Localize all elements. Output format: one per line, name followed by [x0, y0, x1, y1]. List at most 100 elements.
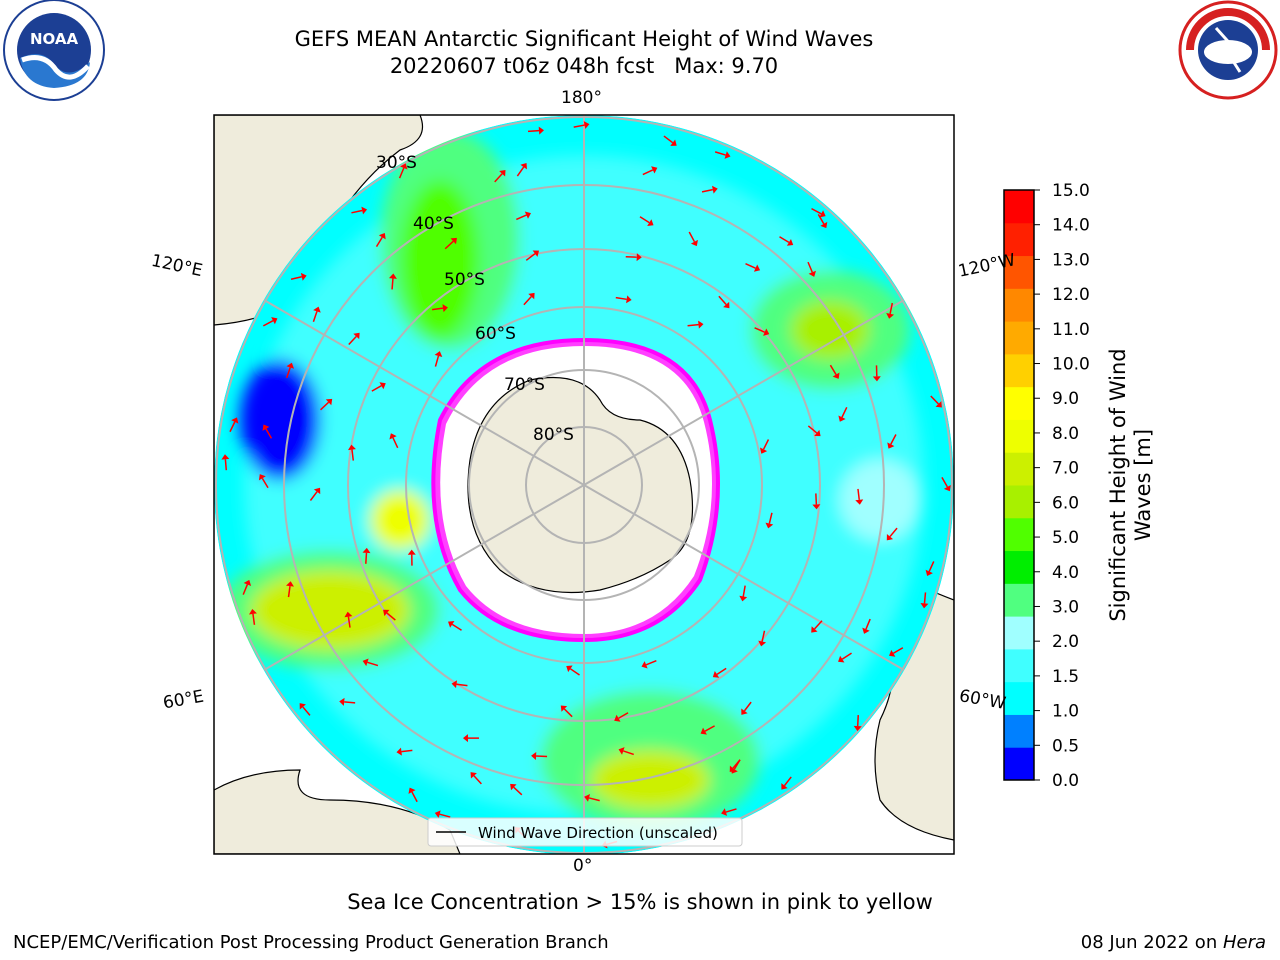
wave-arrow — [365, 552, 368, 564]
wave-arrow — [623, 750, 634, 756]
wave-arrow — [432, 307, 444, 311]
wave-arrow — [252, 613, 256, 625]
wave-arrow — [265, 428, 273, 439]
wave-arrow-head — [626, 295, 632, 304]
wave-arrow-head — [524, 211, 531, 219]
wave-arrow — [287, 586, 291, 598]
wave-arrow — [841, 652, 852, 660]
colorbar-segment — [1004, 550, 1034, 584]
wave-arrow — [754, 327, 765, 333]
wave-arrow — [588, 797, 600, 802]
legend-label: Wind Wave Direction (unscaled) — [478, 824, 718, 842]
wave-arrow — [639, 216, 650, 224]
wave-arrow-head — [763, 328, 770, 336]
colorbar-tick-label: 4.0 — [1052, 563, 1079, 583]
colorbar-tick-label: 7.0 — [1052, 459, 1079, 479]
wave-arrow-head — [313, 306, 321, 313]
wave-arrow — [733, 759, 741, 770]
wave-arrow-head — [510, 783, 517, 791]
colorbar-tick-label: 13.0 — [1052, 250, 1090, 270]
wave-arrow — [688, 231, 696, 243]
wave-arrow-head — [584, 794, 591, 802]
wave-arrow — [779, 236, 790, 244]
colorbar-tick-label: 0.5 — [1052, 736, 1079, 756]
wave-arrow-head — [396, 747, 402, 756]
colorbar-tick-label: 1.0 — [1052, 702, 1079, 722]
wave-arrow — [829, 364, 837, 375]
wave-arrow-head — [819, 210, 826, 218]
wave-arrow — [473, 775, 482, 785]
wave-arrow-head — [362, 658, 369, 667]
colorbar-segment — [1004, 353, 1034, 388]
lon-label-180: 180° — [561, 88, 602, 108]
wave-arrow-head — [451, 680, 458, 689]
wave-arrow-head — [300, 272, 307, 281]
colorbar-segment — [1004, 321, 1034, 355]
wave-arrow-head — [560, 705, 568, 712]
wave-arrow-head — [442, 304, 448, 313]
colorbar-segment — [1004, 255, 1034, 289]
wave-arrow-head — [286, 362, 295, 369]
colorbar-tick-label: 8.0 — [1052, 424, 1079, 444]
wave-arrow-head — [872, 376, 881, 382]
wave-arrow-head — [730, 767, 738, 774]
wave-arrow — [347, 616, 351, 628]
lat-label-50s: 50°S — [444, 270, 485, 290]
wave-arrow-head — [383, 609, 390, 617]
wave-arrow — [302, 706, 311, 716]
wave-arrow-head — [528, 292, 535, 300]
lon-label-0: 0° — [573, 856, 593, 876]
wave-arrow — [527, 129, 540, 133]
wave-arrow — [742, 585, 746, 597]
wave-arrow — [615, 296, 627, 301]
footer-date: 08 Jun 2022 on Hera — [1081, 932, 1266, 953]
wave-arrow — [807, 425, 818, 434]
wave-arrow — [743, 701, 752, 712]
wave-arrow — [386, 612, 396, 621]
wave-arrow — [494, 173, 503, 183]
colorbar-tick-label: 14.0 — [1052, 216, 1090, 236]
colorbar-segment — [1004, 517, 1034, 552]
wave-arrow — [642, 169, 654, 176]
colorbar-segment — [1004, 485, 1034, 519]
wave-arrow-head — [531, 752, 537, 761]
wave-arrow — [645, 659, 657, 666]
wave-arrow — [941, 476, 949, 488]
wave-arrow-head — [361, 206, 368, 215]
wave-arrow — [811, 207, 822, 215]
wave-arrow-head — [721, 808, 728, 816]
wave-arrow — [890, 434, 897, 445]
nws-logo — [1178, 0, 1278, 100]
wave-arrow — [348, 335, 357, 346]
wave-arrow — [312, 311, 318, 323]
wave-arrow — [762, 439, 770, 450]
wave-arrow — [573, 124, 585, 128]
wave-arrow — [290, 276, 302, 280]
wave-arrow — [569, 668, 580, 676]
wave-arrow — [663, 135, 674, 144]
wave-arrow-head — [786, 238, 794, 246]
colorbar-segment — [1004, 222, 1034, 257]
wave-arrow-head — [434, 351, 443, 358]
wave-arrow-head — [362, 547, 371, 554]
wave-arrow — [285, 367, 291, 379]
wave-arrow — [928, 561, 935, 572]
wave-arrow-head — [231, 417, 239, 424]
wave-arrow — [865, 618, 871, 630]
wave-arrow-head — [759, 447, 768, 454]
wave-arrow-head — [765, 522, 774, 529]
colorbar-segment — [1004, 190, 1034, 224]
wave-arrow-head — [299, 703, 306, 710]
wave-arrow-head — [690, 239, 698, 247]
wave-arrow — [761, 630, 766, 642]
colorbar-tick-label: 10.0 — [1052, 355, 1090, 375]
wave-arrow-head — [258, 474, 266, 481]
wave-arrow-head — [344, 611, 353, 618]
wave-arrow — [516, 214, 527, 221]
wave-arrow-head — [832, 372, 840, 379]
wave-arrow-head — [808, 270, 816, 277]
wave-arrow-head — [651, 166, 658, 174]
wave-arrow — [242, 584, 249, 595]
noaa-logo: NOAA — [3, 0, 105, 101]
wave-arrow-head — [886, 534, 894, 541]
